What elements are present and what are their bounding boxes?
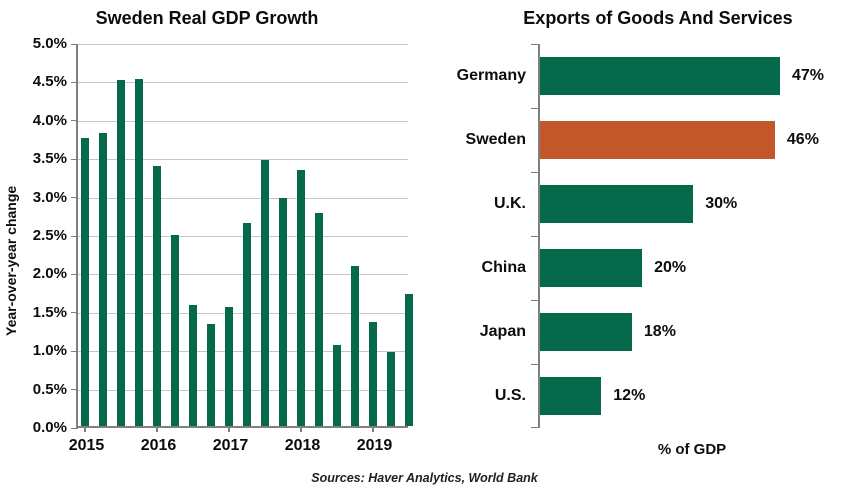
y-axis-tick xyxy=(71,389,78,391)
y-axis-tick xyxy=(531,236,540,237)
y-axis-tick xyxy=(71,312,78,314)
x-tick-label-2016: 2016 xyxy=(140,437,177,454)
value-label-sweden: 46% xyxy=(786,131,819,148)
y-axis-tick xyxy=(71,197,78,199)
value-label-uk: 30% xyxy=(705,195,738,212)
category-label-germany: Germany xyxy=(456,67,526,84)
bar-2016-q4 xyxy=(206,323,215,426)
bar-2017-q2 xyxy=(242,223,251,426)
bar-2017-q1 xyxy=(224,306,233,426)
gridline xyxy=(78,159,408,161)
y-axis-tick xyxy=(531,300,540,301)
value-label-us: 12% xyxy=(613,387,646,404)
right-plot-area: 47% 46% 30% 20% 18% 12% xyxy=(531,44,830,428)
left-plot-area xyxy=(71,43,413,432)
bar-2018-q4 xyxy=(350,265,359,426)
y-tick-label: 3.5% xyxy=(32,150,67,168)
y-tick-label: 2.0% xyxy=(32,265,67,283)
left-chart-title: Sweden Real GDP Growth xyxy=(95,8,319,28)
right-category-labels: Germany Sweden U.K. China Japan U.S. xyxy=(428,44,526,428)
bar-2016-q2 xyxy=(170,234,179,426)
bar-uk xyxy=(540,185,694,223)
x-axis-tick xyxy=(83,426,86,432)
gridline xyxy=(78,44,408,45)
bar-2015-q4 xyxy=(134,78,143,426)
x-axis-tick xyxy=(155,426,158,432)
x-tick-label-2017: 2017 xyxy=(212,437,249,454)
bar-sweden xyxy=(540,121,775,159)
value-label-china: 20% xyxy=(654,259,687,276)
y-axis-tick xyxy=(531,172,540,173)
category-label-sweden: Sweden xyxy=(465,131,526,148)
y-axis-tick xyxy=(71,81,78,83)
category-label-us: U.S. xyxy=(494,387,526,404)
category-label-china: China xyxy=(481,259,526,276)
y-axis-tick xyxy=(71,273,78,275)
bar-2018-q3 xyxy=(332,345,341,426)
x-tick-label-2019: 2019 xyxy=(356,437,393,454)
y-axis-tick xyxy=(71,350,78,352)
bar-2018-q2 xyxy=(314,213,323,426)
y-axis-tick xyxy=(531,427,540,428)
value-label-japan: 18% xyxy=(643,323,676,340)
y-axis-tick xyxy=(71,120,78,122)
y-axis-tick xyxy=(71,43,78,45)
bar-2015-q1 xyxy=(80,138,89,426)
y-axis-tick xyxy=(531,44,540,45)
bar-2017-q4 xyxy=(278,197,287,426)
y-tick-label: 2.5% xyxy=(32,227,67,244)
x-axis-tick xyxy=(371,426,374,432)
y-axis-tick xyxy=(71,235,78,237)
y-tick-label: 1.5% xyxy=(32,303,67,321)
y-axis-tick xyxy=(531,364,540,365)
category-label-japan: Japan xyxy=(479,323,526,340)
left-x-tick-labels: 2015 2016 2017 2018 2019 xyxy=(69,436,408,458)
right-chart-title: Exports of Goods And Services xyxy=(523,8,793,28)
bar-2017-q3 xyxy=(260,160,269,426)
y-tick-label: 4.5% xyxy=(32,73,67,91)
source-note: Sources: Haver Analytics, World Bank xyxy=(311,471,538,485)
bar-2015-q3 xyxy=(116,79,125,426)
x-tick-label-2018: 2018 xyxy=(284,437,321,454)
x-tick-label-2015: 2015 xyxy=(68,437,105,454)
y-axis-tick xyxy=(71,427,78,429)
gridline xyxy=(78,120,408,122)
y-axis-tick xyxy=(531,108,540,109)
bar-us xyxy=(540,377,602,415)
bar-germany xyxy=(540,57,780,95)
bar-2016-q1 xyxy=(152,166,161,426)
category-label-uk: U.K. xyxy=(494,195,526,212)
gridline xyxy=(78,82,408,84)
y-tick-label: 5.0% xyxy=(32,35,67,52)
bar-2015-q2 xyxy=(98,133,107,426)
left-y-tick-labels: 5.0% 4.5% 4.0% 3.5% 3.0% 2.5% 2.0% 1.5% 1.0% 0.5%… xyxy=(0,35,67,436)
right-x-axis-title: % of GDP xyxy=(657,441,727,458)
bar-2019-q2 xyxy=(386,352,395,426)
value-label-germany: 47% xyxy=(792,67,825,84)
gridline xyxy=(78,197,408,199)
y-axis-tick xyxy=(71,158,78,160)
x-axis-tick xyxy=(299,426,302,432)
y-tick-label: 0.5% xyxy=(32,380,67,398)
bar-2019-q1 xyxy=(368,321,377,426)
bar-2016-q3 xyxy=(188,304,197,426)
x-axis-tick xyxy=(227,426,230,432)
y-tick-label: 4.0% xyxy=(32,111,67,129)
bar-japan xyxy=(540,313,632,351)
y-tick-label: 3.0% xyxy=(32,188,67,206)
y-tick-label: 0.0% xyxy=(32,419,67,436)
bar-2018-q1 xyxy=(296,170,305,426)
bar-2019-q3 xyxy=(404,293,413,426)
y-tick-label: 1.0% xyxy=(32,342,67,360)
bar-china xyxy=(540,249,643,287)
